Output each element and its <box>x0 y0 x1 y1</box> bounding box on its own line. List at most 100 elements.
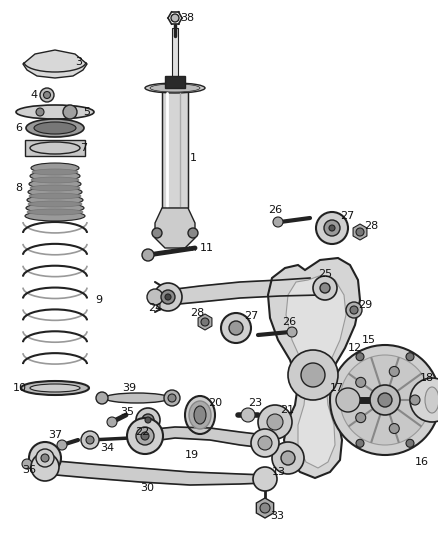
Text: 29: 29 <box>358 300 372 310</box>
Circle shape <box>356 439 364 447</box>
Circle shape <box>152 228 162 238</box>
Circle shape <box>389 367 399 376</box>
Ellipse shape <box>29 179 81 189</box>
Ellipse shape <box>340 390 356 410</box>
Circle shape <box>258 436 272 450</box>
Circle shape <box>29 442 61 474</box>
Circle shape <box>410 395 420 405</box>
Circle shape <box>164 390 180 406</box>
Circle shape <box>127 418 163 454</box>
Circle shape <box>63 105 77 119</box>
Circle shape <box>281 451 295 465</box>
Text: 23: 23 <box>248 398 262 408</box>
Ellipse shape <box>29 193 81 199</box>
Circle shape <box>43 92 50 99</box>
Circle shape <box>313 276 337 300</box>
Ellipse shape <box>189 401 211 429</box>
Ellipse shape <box>150 84 200 92</box>
Ellipse shape <box>32 169 78 175</box>
Circle shape <box>40 88 54 102</box>
Text: 7: 7 <box>80 143 87 153</box>
Circle shape <box>154 283 182 311</box>
Polygon shape <box>198 314 212 330</box>
Ellipse shape <box>105 393 170 403</box>
Ellipse shape <box>16 105 94 119</box>
Ellipse shape <box>30 185 80 191</box>
Circle shape <box>356 377 366 387</box>
Ellipse shape <box>25 211 85 221</box>
Text: 22: 22 <box>135 427 149 437</box>
Ellipse shape <box>30 171 80 181</box>
Polygon shape <box>353 224 367 240</box>
Ellipse shape <box>30 142 80 154</box>
Text: 26: 26 <box>268 205 282 215</box>
Ellipse shape <box>28 201 82 207</box>
Text: 5: 5 <box>83 107 90 117</box>
Circle shape <box>41 454 49 462</box>
Text: 13: 13 <box>272 467 286 477</box>
Ellipse shape <box>26 203 84 213</box>
Text: 26: 26 <box>282 317 296 327</box>
Text: 39: 39 <box>122 383 136 393</box>
Text: 27: 27 <box>244 311 258 321</box>
Text: 12: 12 <box>348 343 362 353</box>
Circle shape <box>330 345 438 455</box>
Circle shape <box>86 436 94 444</box>
Circle shape <box>329 225 335 231</box>
Ellipse shape <box>194 406 206 424</box>
Circle shape <box>36 449 54 467</box>
Text: 33: 33 <box>270 511 284 521</box>
Text: 3: 3 <box>75 57 82 67</box>
Circle shape <box>107 417 117 427</box>
Ellipse shape <box>28 187 82 197</box>
Text: 16: 16 <box>415 457 429 467</box>
Circle shape <box>57 440 67 450</box>
Circle shape <box>253 467 277 491</box>
Ellipse shape <box>31 163 79 173</box>
Circle shape <box>406 353 414 361</box>
Circle shape <box>378 393 392 407</box>
Text: 1: 1 <box>190 153 197 163</box>
Bar <box>172 28 178 78</box>
Circle shape <box>288 350 338 400</box>
Ellipse shape <box>425 387 438 413</box>
Circle shape <box>324 220 340 236</box>
Polygon shape <box>145 427 265 448</box>
Circle shape <box>142 414 154 426</box>
Ellipse shape <box>145 83 205 93</box>
Bar <box>25 140 85 156</box>
Polygon shape <box>168 278 320 305</box>
Text: 36: 36 <box>22 465 36 475</box>
Circle shape <box>168 394 176 402</box>
Circle shape <box>136 427 154 445</box>
Text: 37: 37 <box>48 430 62 440</box>
Circle shape <box>201 318 209 326</box>
Polygon shape <box>286 275 346 468</box>
Circle shape <box>410 378 438 422</box>
Text: 4: 4 <box>30 90 37 100</box>
Text: 21: 21 <box>280 405 294 415</box>
Ellipse shape <box>27 209 83 215</box>
Circle shape <box>142 249 154 261</box>
Circle shape <box>141 432 149 440</box>
Circle shape <box>136 408 160 432</box>
Text: 6: 6 <box>15 123 22 133</box>
Circle shape <box>320 283 330 293</box>
Circle shape <box>258 405 292 439</box>
Text: 18: 18 <box>420 373 434 383</box>
Polygon shape <box>45 460 265 485</box>
Circle shape <box>229 321 243 335</box>
Circle shape <box>406 439 414 447</box>
Text: 34: 34 <box>100 443 114 453</box>
Text: 35: 35 <box>120 407 134 417</box>
Ellipse shape <box>264 408 286 436</box>
Circle shape <box>370 385 400 415</box>
Bar <box>165 76 185 88</box>
Circle shape <box>273 217 283 227</box>
Circle shape <box>22 459 32 469</box>
Circle shape <box>301 363 325 387</box>
Circle shape <box>356 353 364 361</box>
Polygon shape <box>23 50 87 78</box>
Circle shape <box>161 290 175 304</box>
Circle shape <box>346 302 362 318</box>
